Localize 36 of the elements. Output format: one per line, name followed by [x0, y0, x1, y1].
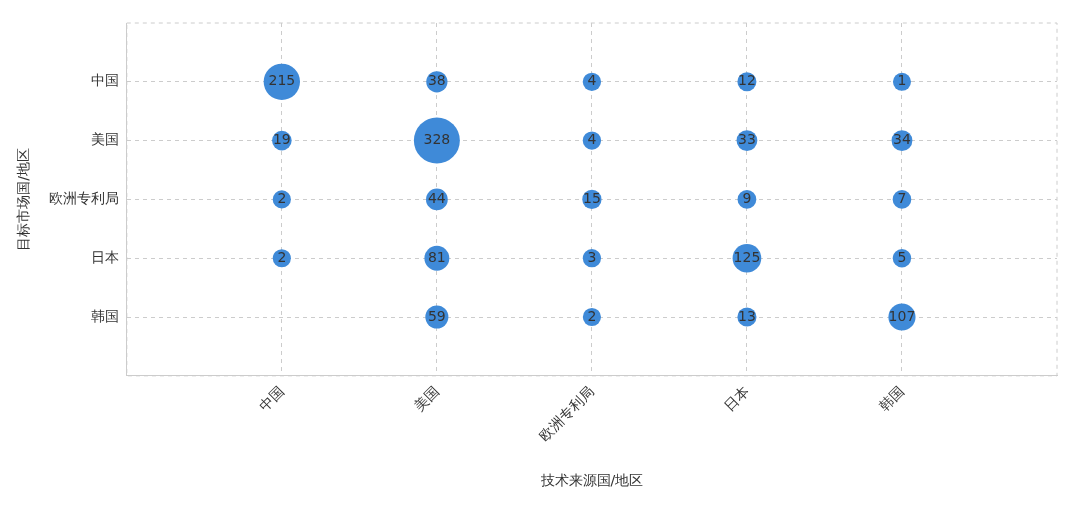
data-label: 19	[272, 131, 291, 148]
data-label: 125	[733, 248, 761, 265]
data-label: 2	[587, 307, 597, 324]
data-label: 1	[897, 72, 907, 89]
data-label: 13	[738, 307, 756, 324]
data-label: 15	[582, 190, 601, 207]
data-label: 5	[897, 248, 907, 265]
x-tick-label: 美国	[410, 383, 442, 415]
data-label: 328	[423, 131, 451, 148]
y-tick-label: 日本	[90, 248, 119, 265]
data-label: 44	[427, 190, 446, 207]
x-axis-title: 技术来源国/地区	[539, 472, 644, 489]
y-tick-label: 美国	[90, 131, 119, 148]
x-tick-label: 日本	[720, 383, 752, 415]
y-tick-label: 中国	[90, 72, 119, 89]
x-tick-label: 韩国	[875, 383, 907, 415]
data-label: 33	[738, 131, 756, 148]
data-label: 3	[587, 248, 597, 265]
data-label: 34	[893, 131, 911, 148]
y-tick-label: 欧洲专利局	[48, 190, 119, 207]
x-tick-label: 欧洲专利局	[535, 383, 597, 444]
data-label: 215	[268, 72, 296, 89]
data-label: 2	[277, 248, 287, 265]
data-label: 4	[587, 131, 597, 148]
data-label: 12	[738, 72, 756, 89]
data-label: 2	[277, 190, 287, 207]
data-label: 59	[427, 307, 446, 324]
x-tick-label: 中国	[255, 383, 287, 415]
y-axis-title: 目标市场国/地区	[15, 148, 32, 251]
data-label: 9	[742, 190, 752, 207]
y-tick-label: 韩国	[90, 307, 119, 324]
data-label: 107	[888, 307, 916, 324]
data-label: 4	[587, 72, 597, 89]
data-label: 7	[897, 190, 907, 207]
data-label: 81	[427, 248, 446, 265]
data-label: 38	[427, 72, 446, 89]
